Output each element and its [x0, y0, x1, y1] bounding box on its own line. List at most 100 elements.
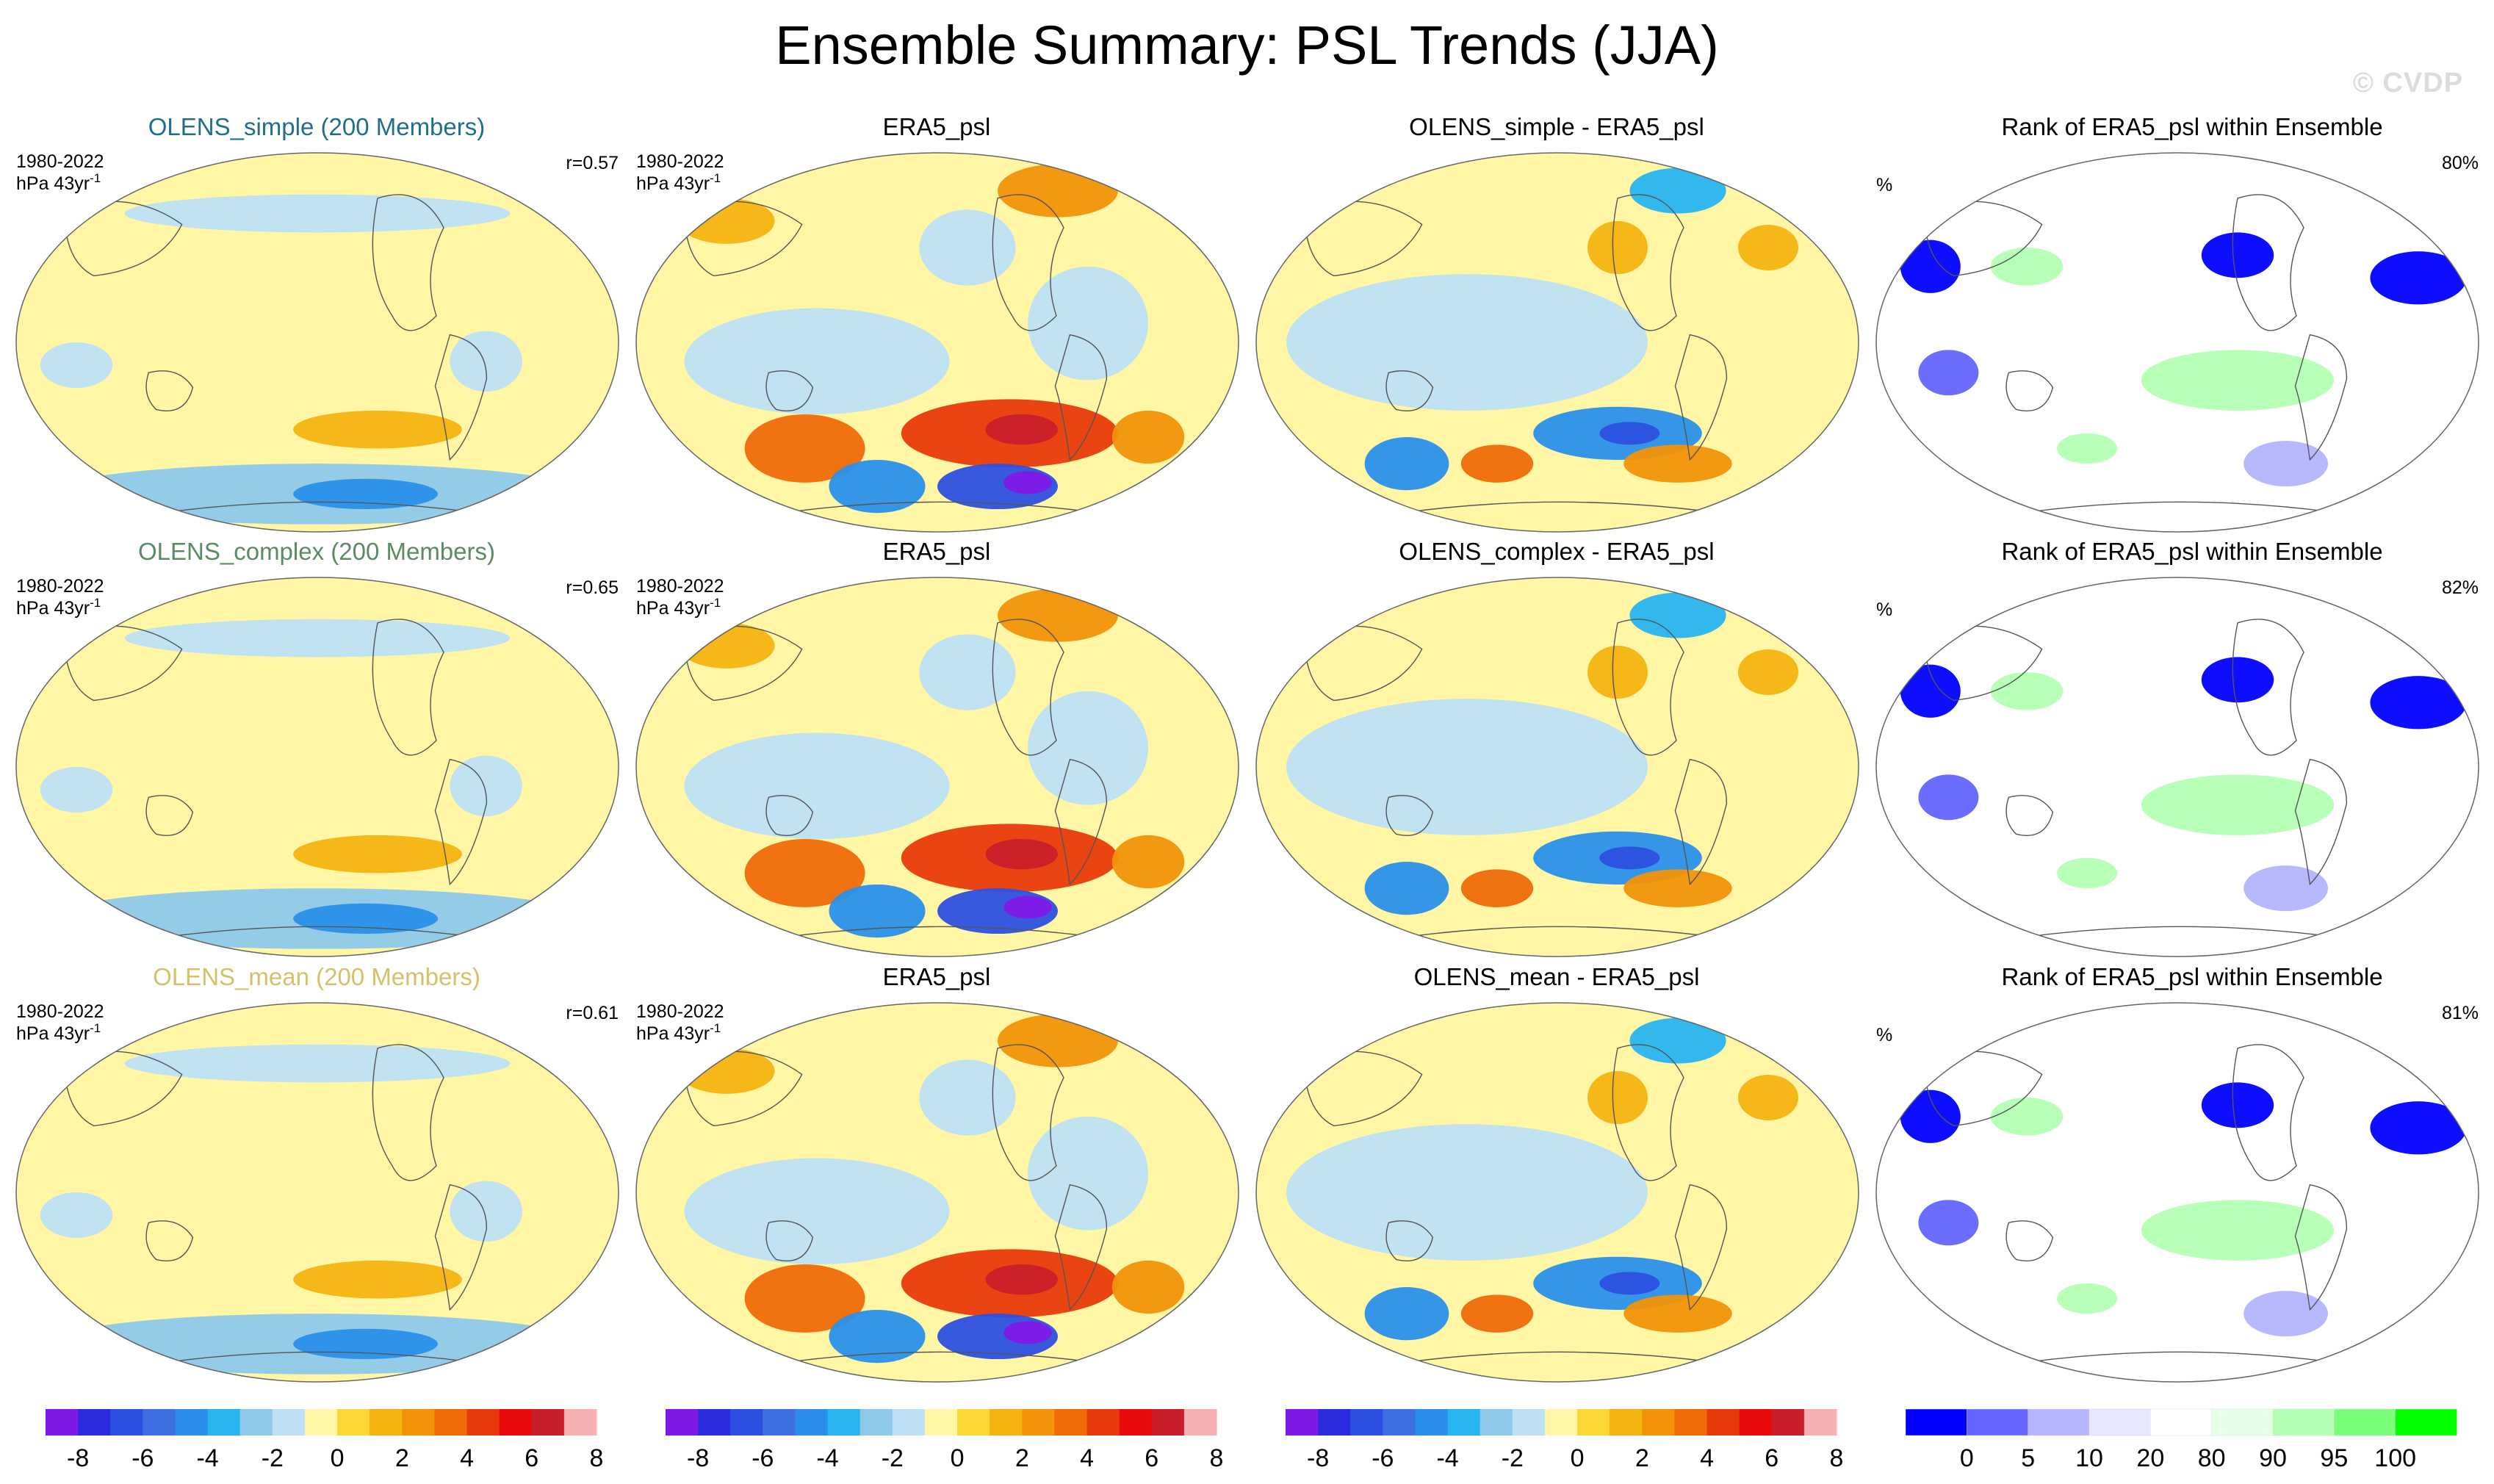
- map-border: [1255, 152, 1859, 533]
- field-anomaly-0: [684, 1158, 950, 1265]
- rank-percent-label: 80%: [2442, 153, 2479, 173]
- period-label: 1980-2022: [636, 576, 724, 597]
- colorbar-swatch: [859, 1409, 893, 1436]
- colorbar-tick-label: 90: [2259, 1444, 2287, 1472]
- colorbar-swatch: [337, 1409, 370, 1436]
- north-america-outline: [372, 619, 444, 756]
- map-field: [1900, 657, 2467, 912]
- period-label: 1980-2022: [16, 576, 104, 597]
- north-america-outline: [372, 1044, 444, 1181]
- field-anomaly-2: [1599, 846, 1660, 870]
- field-anomaly-0: [1286, 274, 1648, 411]
- antarctica-outline: [1996, 501, 2365, 518]
- map-field: [1286, 168, 1798, 491]
- field-anomaly-4: [2243, 865, 2329, 912]
- period-label: 1980-2022: [16, 1001, 104, 1022]
- field-anomaly-4: [919, 1059, 1016, 1136]
- field-anomaly-7: [1587, 645, 1648, 699]
- colorbar-tick-label: 2: [1635, 1444, 1649, 1472]
- colorbar-tick-label: 80: [2198, 1444, 2226, 1472]
- trend-colorbar-1: -8 -6 -4 -2 0 2 4 6 8: [46, 1409, 603, 1472]
- field-anomaly-3: [998, 588, 1118, 642]
- asia-outline: [63, 201, 183, 277]
- colorbar-swatch: [78, 1409, 111, 1436]
- field-anomaly-7: [2057, 857, 2117, 889]
- rank-unit-label: %: [1876, 175, 1892, 195]
- panel-title: OLENS_mean (200 Members): [153, 963, 480, 990]
- panel-title: OLENS_mean - ERA5_psl: [1414, 963, 1700, 990]
- colorbar-tick-label: 2: [395, 1444, 409, 1472]
- continent-outlines: [1303, 619, 1745, 943]
- rank-percent-label: 82%: [2442, 577, 2479, 598]
- map-panel-complex-rank: Rank of ERA5_psl within Ensemble% 82%: [1875, 538, 2479, 957]
- antarctica-outline: [1996, 926, 2365, 943]
- map-border: [1875, 577, 2479, 957]
- asia-outline: [683, 1051, 803, 1127]
- colorbar-tick-label: 4: [460, 1444, 474, 1472]
- asia-outline: [1303, 201, 1423, 277]
- field-anomaly-11: [1111, 410, 1185, 464]
- field-anomaly-2: [1599, 422, 1660, 445]
- field-anomaly-1: [1918, 1200, 1979, 1246]
- pattern-correlation-label: r=0.61: [566, 1003, 619, 1023]
- units-superscript: -1: [90, 1021, 101, 1035]
- colorbar-swatch: [1022, 1409, 1055, 1436]
- south-america-outline: [1054, 758, 1108, 886]
- map-field: [1900, 232, 2467, 487]
- period-label: 1980-2022: [636, 151, 724, 172]
- panel-title: ERA5_psl: [883, 963, 991, 990]
- map-border: [635, 152, 1239, 533]
- field-anomaly-5: [2141, 774, 2335, 835]
- pattern-correlation-label: r=0.65: [566, 577, 619, 598]
- colorbar-swatch: [1577, 1409, 1610, 1436]
- figure-title: Ensemble Summary: PSL Trends (JJA): [775, 15, 1719, 76]
- field-anomaly-11: [1111, 1260, 1185, 1314]
- colorbar-swatch: [1642, 1409, 1675, 1436]
- south-america-outline: [2294, 334, 2348, 461]
- antarctica-outline: [1996, 1351, 2365, 1368]
- colorbar-swatch: [1803, 1409, 1837, 1436]
- north-america-outline: [1612, 194, 1684, 331]
- australia-outline: [765, 795, 814, 836]
- antarctica-outline: [136, 1351, 505, 1368]
- colorbar-swatch: [990, 1409, 1023, 1436]
- panel-title: ERA5_psl: [883, 538, 991, 565]
- colorbar-swatch: [499, 1409, 533, 1436]
- field-anomaly-1: [293, 903, 438, 934]
- australia-outline: [2005, 370, 2054, 411]
- field-anomaly-7: [744, 1264, 865, 1333]
- field-anomaly-4: [40, 342, 113, 388]
- colorbar-tick-label: -6: [752, 1444, 774, 1472]
- field-anomaly-5: [1364, 1287, 1449, 1341]
- colorbar-swatch: [1771, 1409, 1805, 1436]
- map-panel-simple-rank: Rank of ERA5_psl within Ensemble% 80%: [1875, 113, 2479, 533]
- field-anomaly-3: [2370, 1101, 2467, 1155]
- rank-percent-label: 81%: [2442, 1003, 2479, 1023]
- map-border: [1255, 577, 1859, 957]
- units-superscript: -1: [710, 596, 721, 610]
- colorbar-swatch: [730, 1409, 763, 1436]
- field-anomaly-3: [1460, 444, 1534, 483]
- colorbar-swatch: [1905, 1408, 1968, 1436]
- field-anomaly-8: [829, 884, 926, 938]
- colorbar-tick-label: 6: [1145, 1444, 1158, 1472]
- south-america-outline: [2294, 758, 2348, 886]
- map-border: [635, 577, 1239, 957]
- south-america-outline: [434, 1184, 488, 1311]
- field-anomaly-7: [2057, 433, 2117, 464]
- map-border: [15, 1002, 619, 1383]
- field-anomaly-3: [2370, 251, 2467, 305]
- map-panel-simple-diff: OLENS_simple - ERA5_psl: [1255, 113, 1859, 533]
- asia-outline: [63, 625, 183, 702]
- map-border: [1875, 152, 2479, 533]
- field-anomaly-4: [1623, 869, 1732, 907]
- map-border: [635, 1002, 1239, 1383]
- continent-outlines: [63, 1044, 505, 1368]
- colorbar-swatch: [2395, 1408, 2457, 1436]
- colorbar-swatch: [1610, 1409, 1643, 1436]
- field-anomaly-1: [1028, 266, 1148, 381]
- map-field: [678, 164, 1185, 514]
